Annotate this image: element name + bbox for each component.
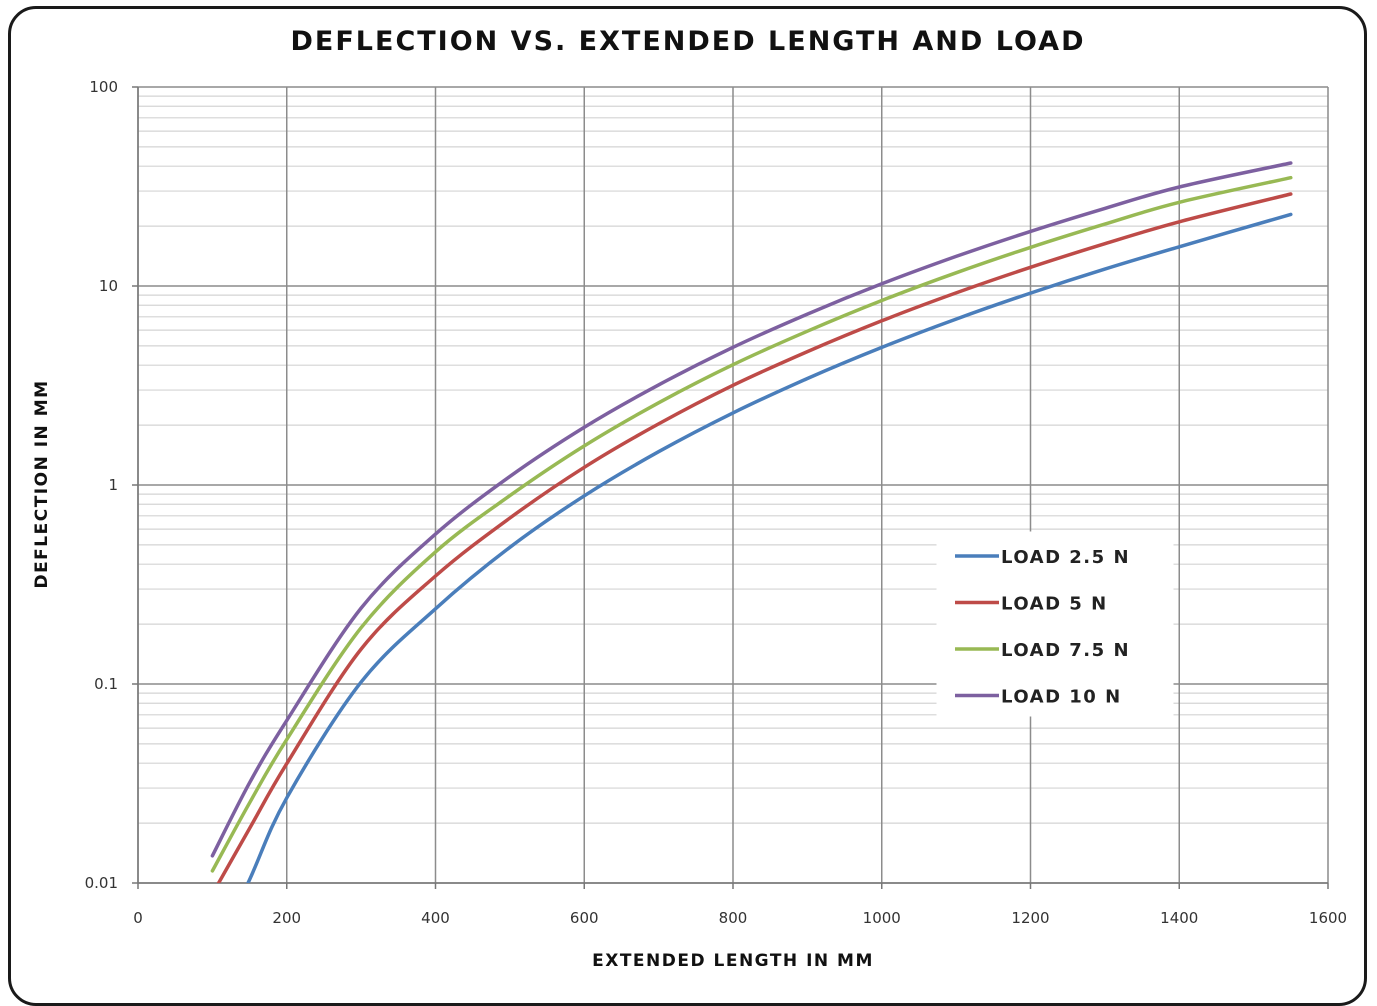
legend-box	[936, 531, 1174, 717]
y-tick-label: 0.1	[94, 675, 118, 693]
x-axis-label: EXTENDED LENGTH IN MM	[592, 951, 874, 971]
series-line-4	[210, 161, 1293, 858]
series-line-1	[246, 212, 1293, 883]
legend-label-4: LOAD 10 N	[1001, 687, 1122, 708]
y-tick-label: 10	[99, 277, 118, 295]
x-tick-label: 400	[421, 909, 450, 927]
x-tick-label: 1000	[863, 909, 901, 927]
x-tick-label: 600	[570, 909, 599, 927]
y-tick-label: 1	[108, 476, 118, 494]
legend: LOAD 2.5 N LOAD 5 N LOAD 7.5 N LOAD 10 N	[936, 531, 1174, 717]
series-line-2	[216, 192, 1293, 883]
series-lines	[210, 161, 1293, 883]
x-tick-label: 0	[133, 909, 143, 927]
y-axis-label: DEFLECTION IN MM	[32, 379, 52, 588]
legend-label-3: LOAD 7.5 N	[1001, 640, 1130, 661]
x-tick-label: 1200	[1011, 909, 1049, 927]
y-tick-label: 0.01	[85, 874, 118, 892]
y-tick-label: 100	[89, 78, 118, 96]
x-tick-label: 200	[272, 909, 301, 927]
chart-title: DEFLECTION VS. EXTENDED LENGTH AND LOAD	[291, 26, 1086, 57]
legend-label-2: LOAD 5 N	[1001, 594, 1108, 615]
grid	[137, 86, 1329, 884]
legend-label-1: LOAD 2.5 N	[1001, 547, 1130, 568]
x-tick-label: 800	[719, 909, 748, 927]
series-line-3	[210, 175, 1293, 873]
x-tick-label: 1400	[1160, 909, 1198, 927]
x-tick-label: 1600	[1309, 909, 1347, 927]
